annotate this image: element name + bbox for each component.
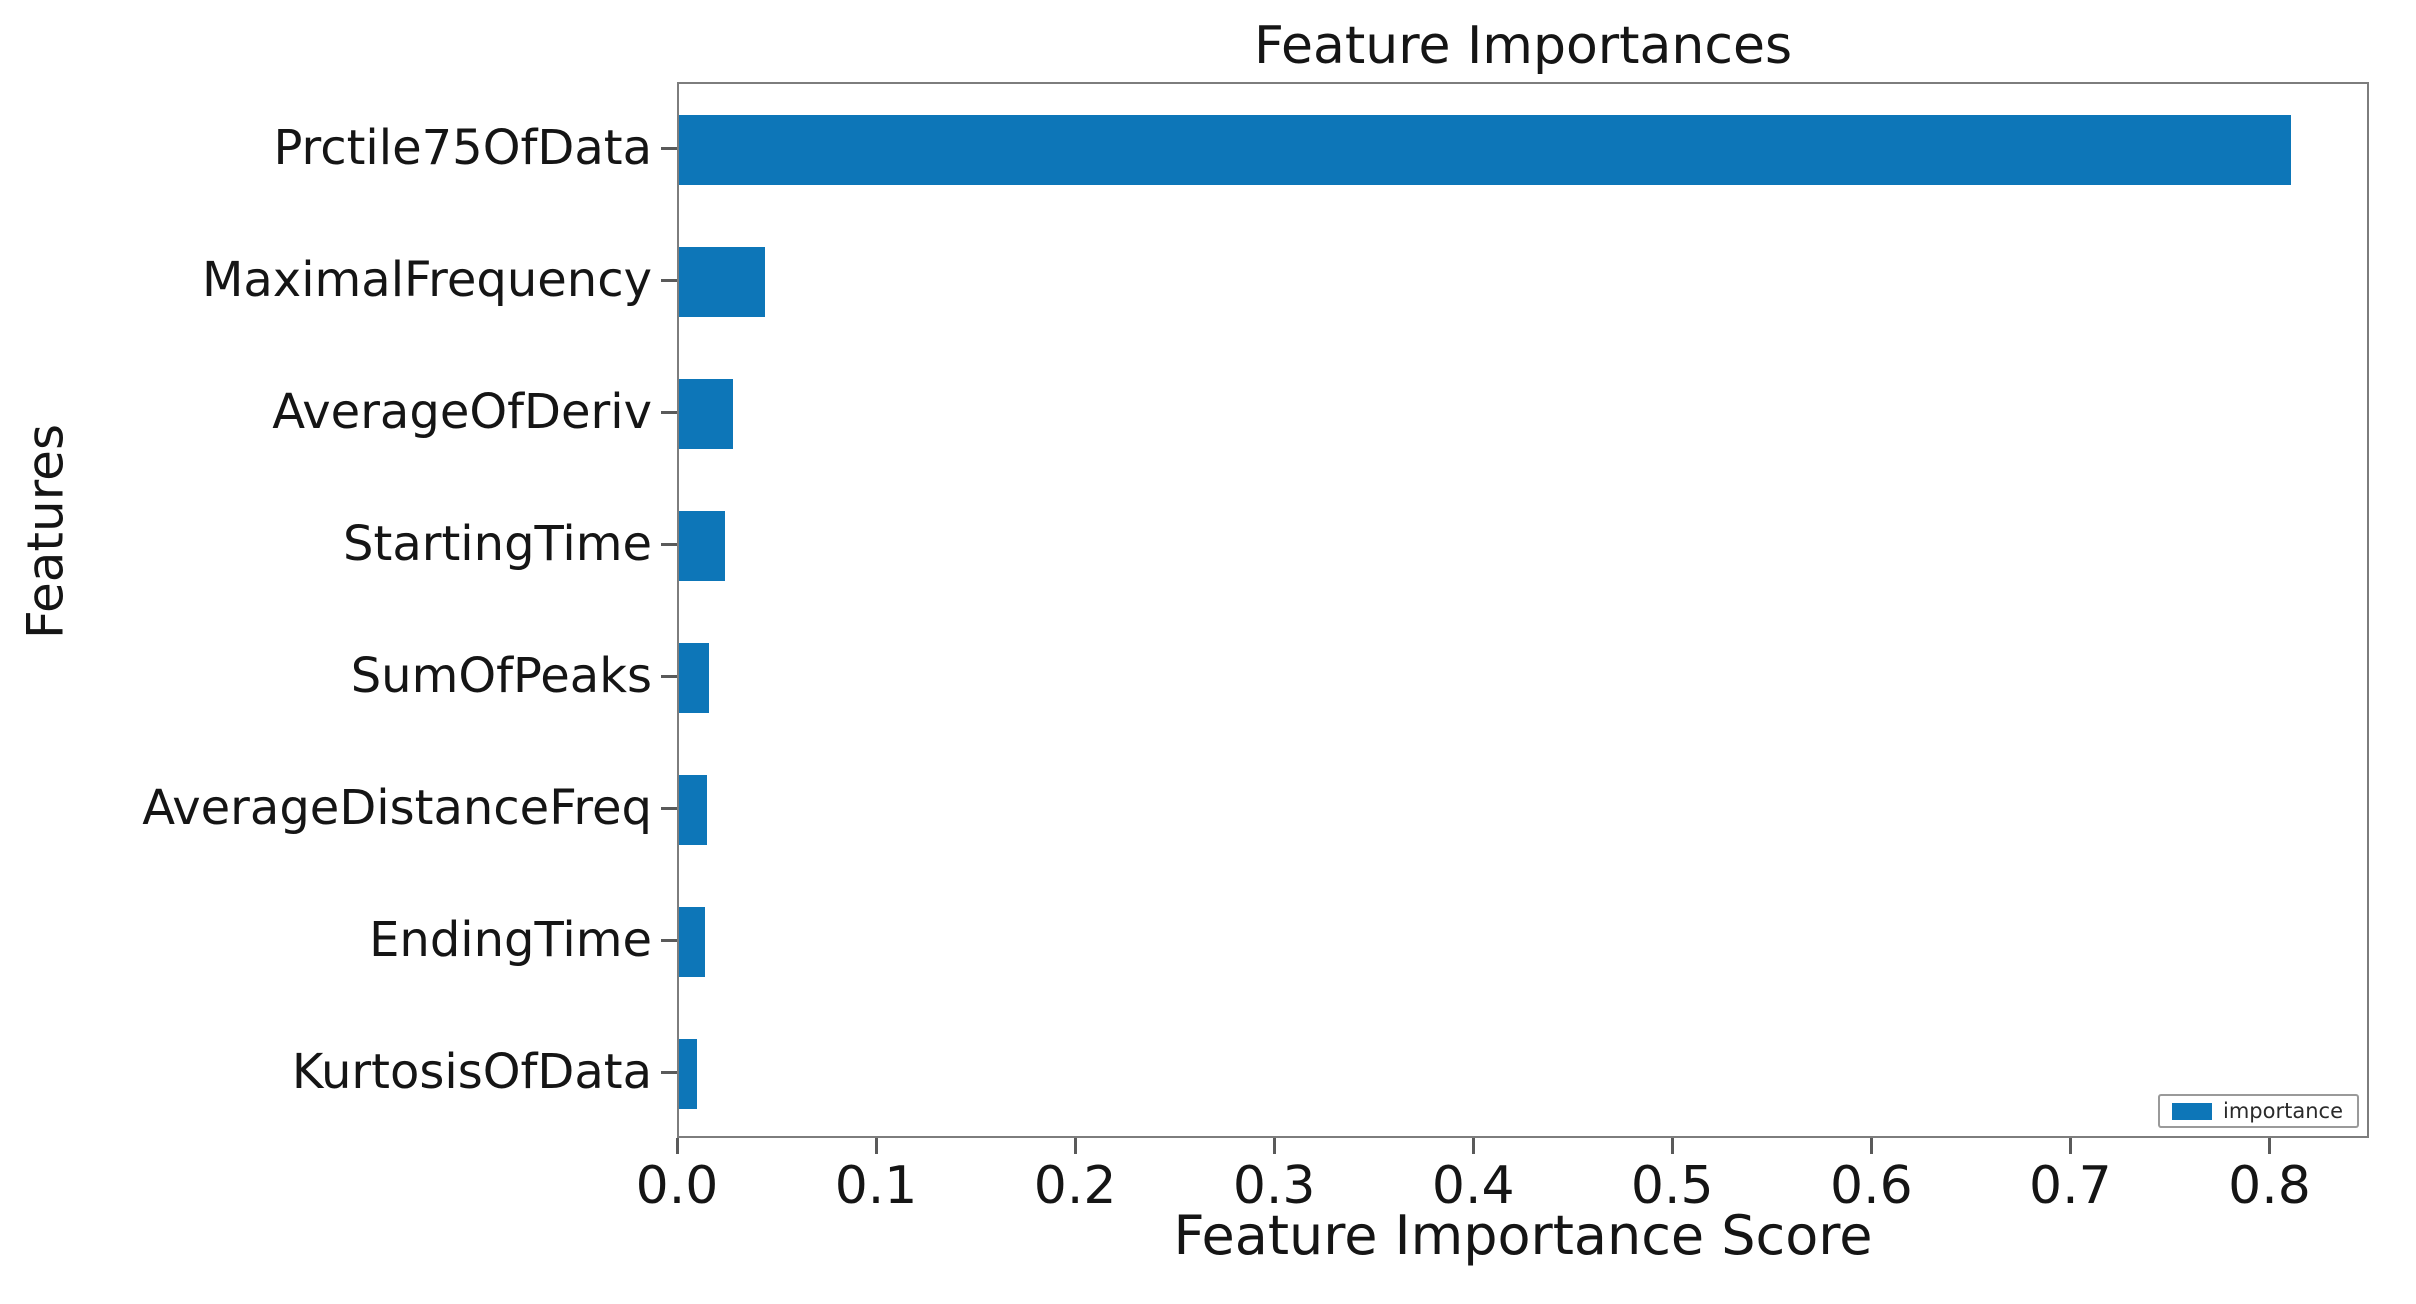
x-tick-label: 0.6 (1829, 1156, 1913, 1216)
y-tick-mark (661, 938, 677, 942)
x-tick-mark (1869, 1138, 1873, 1154)
legend-label: importance (2223, 1099, 2343, 1123)
plot-area: importance (677, 82, 2369, 1138)
x-tick-mark (1272, 1138, 1276, 1154)
x-tick-label: 0.2 (1033, 1156, 1117, 1216)
bar-SumOfPeaks (679, 643, 709, 713)
x-tick-mark (874, 1138, 878, 1154)
y-tick-label: SumOfPeaks (350, 648, 652, 704)
y-tick-label: Prctile75OfData (273, 120, 652, 176)
x-tick-label: 0.5 (1630, 1156, 1714, 1216)
y-tick-mark (661, 1070, 677, 1074)
x-tick-label: 0.0 (635, 1156, 719, 1216)
legend: importance (2158, 1094, 2359, 1128)
y-tick-mark (661, 278, 677, 282)
x-axis-label: Feature Importance Score (1173, 1204, 1873, 1267)
y-tick-label: EndingTime (369, 912, 652, 968)
y-tick-label: KurtosisOfData (291, 1044, 652, 1100)
y-tick-label: AverageOfDeriv (272, 384, 652, 440)
bar-KurtosisOfData (679, 1039, 697, 1109)
y-tick-label: MaximalFrequency (201, 252, 652, 308)
x-tick-mark (1073, 1138, 1077, 1154)
y-tick-mark (661, 674, 677, 678)
x-tick-mark (1471, 1138, 1475, 1154)
x-tick-mark (1670, 1138, 1674, 1154)
bar-Prctile75OfData (679, 115, 2291, 185)
chart-title: Feature Importances (1253, 16, 1793, 76)
y-tick-mark (661, 542, 677, 546)
x-tick-mark (675, 1138, 679, 1154)
bar-MaximalFrequency (679, 247, 765, 317)
bar-StartingTime (679, 511, 725, 581)
y-tick-mark (661, 146, 677, 150)
y-axis-label: Features (16, 424, 75, 639)
y-tick-mark (661, 806, 677, 810)
y-tick-label: StartingTime (343, 516, 652, 572)
x-tick-mark (2068, 1138, 2072, 1154)
legend-swatch-icon (2172, 1102, 2213, 1120)
x-tick-mark (2267, 1138, 2271, 1154)
y-tick-mark (661, 410, 677, 414)
x-tick-label: 0.8 (2228, 1156, 2311, 1216)
bar-AverageOfDeriv (679, 379, 733, 449)
bar-AverageDistanceFreq (679, 775, 707, 845)
x-tick-label: 0.3 (1232, 1156, 1316, 1216)
x-tick-label: 0.1 (834, 1156, 918, 1216)
bar-EndingTime (679, 907, 705, 977)
y-tick-label: AverageDistanceFreq (142, 780, 652, 836)
x-tick-label: 0.7 (2029, 1156, 2112, 1216)
x-tick-label: 0.4 (1431, 1156, 1515, 1216)
